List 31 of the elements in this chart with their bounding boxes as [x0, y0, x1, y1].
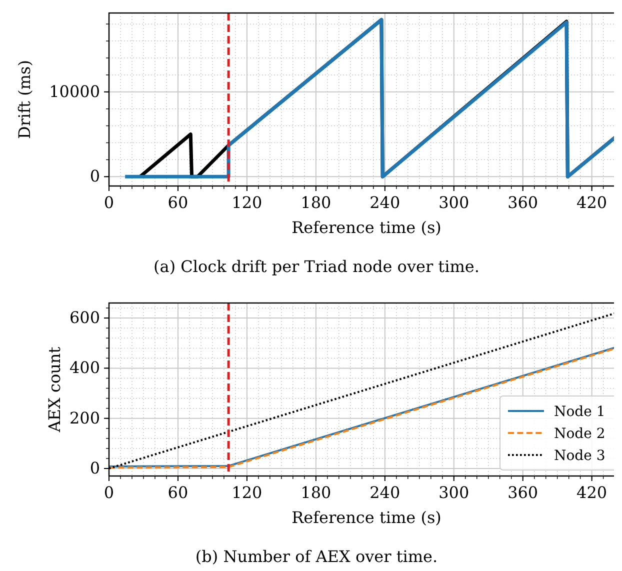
x-tick-label: 60 [168, 193, 188, 212]
y-tick-label: 200 [69, 408, 100, 428]
text: (b) Number of AEX over time. [195, 547, 438, 566]
x-tick-label: 420 [576, 193, 608, 212]
x-axis-title: Reference time (s) [292, 218, 442, 237]
x-tick-label: 300 [438, 483, 470, 502]
legend-label: Node 1 [554, 404, 606, 420]
y-tick-label: 0 [90, 458, 100, 478]
legend-label: Node 3 [554, 448, 606, 464]
x-tick-label: 300 [438, 193, 470, 212]
x-tick-label: 360 [508, 483, 538, 502]
y-axis-title: Drift (ms) [15, 60, 34, 139]
x-tick-label: 0 [104, 483, 114, 502]
y-tick-label: 600 [69, 308, 100, 328]
x-tick-label: 180 [300, 193, 332, 212]
y-tick-label: 10000 [49, 82, 100, 101]
x-tick-label: 180 [300, 483, 332, 502]
x-tick-label: 60 [168, 483, 188, 502]
x-tick-label: 360 [508, 193, 538, 212]
legend-label: Node 2 [554, 426, 606, 442]
y-axis-title: AEX count [45, 346, 64, 434]
x-axis-title: Reference time (s) [292, 508, 442, 527]
y-tick-label: 0 [90, 166, 100, 186]
x-tick-label: 120 [232, 193, 262, 212]
x-tick-label: 240 [370, 483, 400, 502]
text: (a) Clock drift per Triad node over time. [154, 257, 480, 276]
x-tick-label: 120 [232, 483, 262, 502]
x-tick-label: 240 [370, 193, 400, 212]
y-tick-label: 400 [69, 358, 100, 378]
x-tick-label: 420 [576, 483, 608, 502]
x-tick-label: 0 [104, 193, 114, 212]
